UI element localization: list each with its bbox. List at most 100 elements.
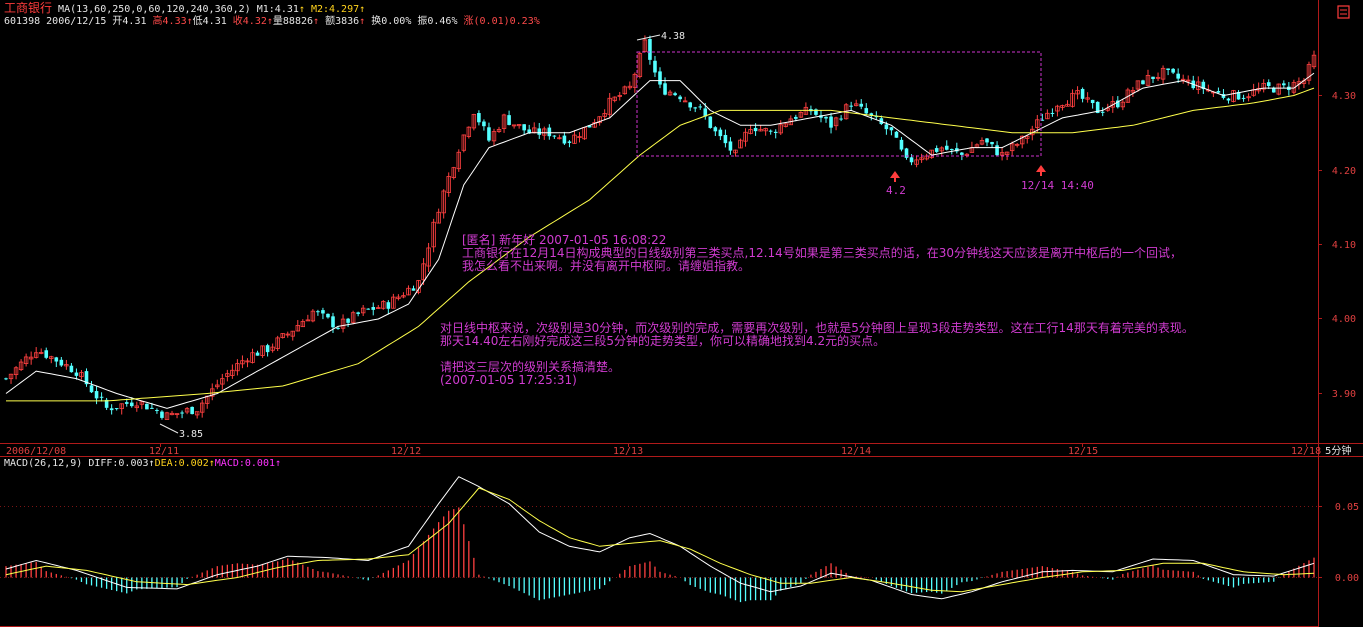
- candle-body: [1271, 87, 1276, 93]
- candle-body: [1241, 97, 1246, 99]
- candle-body: [150, 407, 154, 409]
- candle-body: [577, 136, 582, 138]
- reply-line: 那天14.40左右刚好完成这三段5分钟的走势类型，你可以精确地找到4.2元的买点…: [440, 334, 886, 348]
- candle-body: [839, 118, 843, 120]
- candle-body: [1035, 119, 1040, 128]
- candle-body: [532, 127, 537, 133]
- candle-body: [1075, 90, 1080, 95]
- candle-body: [240, 360, 245, 365]
- up-arrow-icon: ↑: [186, 16, 193, 27]
- date-tick: 12/11: [149, 446, 179, 457]
- candle-body: [758, 128, 763, 132]
- candle-body: [426, 247, 431, 267]
- price-tick: 4.10: [1332, 240, 1356, 251]
- candle-body: [904, 148, 909, 158]
- zhongshu-box: [636, 51, 1042, 157]
- candle-body: [572, 134, 577, 144]
- candle-body: [33, 352, 39, 358]
- candle-body: [491, 131, 497, 142]
- candle-body: [260, 345, 265, 356]
- candle-body: [371, 307, 376, 310]
- candle-body: [1166, 68, 1170, 70]
- candle-body: [909, 157, 914, 163]
- candle-body: [431, 221, 436, 248]
- candle-body: [164, 412, 170, 420]
- candle-body: [340, 318, 346, 329]
- candle-body: [783, 123, 788, 127]
- macd-value: MACD:0.001: [214, 458, 275, 469]
- candle-body: [1009, 143, 1015, 152]
- stock-name[interactable]: 工商银行: [4, 1, 53, 15]
- candle-body: [160, 411, 164, 418]
- candle-body: [1095, 101, 1100, 114]
- candle-body: [295, 325, 300, 332]
- candle-body: [1176, 73, 1180, 79]
- candle-body: [331, 316, 335, 328]
- change-value: (0.01): [473, 16, 510, 27]
- candle-body: [13, 367, 19, 376]
- date-tick: 12/18: [1291, 446, 1321, 457]
- candle-body: [934, 148, 939, 152]
- candle-body: [1065, 103, 1070, 107]
- candle-body: [381, 301, 386, 309]
- candle-body: [1231, 90, 1236, 102]
- candle-body: [1055, 105, 1060, 112]
- candle-body: [537, 128, 542, 135]
- candle-body: [250, 352, 255, 363]
- candle-body: [285, 333, 290, 336]
- candle-body: [1155, 76, 1161, 79]
- candle-body: [688, 102, 692, 108]
- candle-body: [829, 116, 833, 128]
- candle-body: [778, 124, 783, 134]
- candle-body: [1160, 67, 1166, 80]
- candle-body: [74, 372, 79, 376]
- candle-body: [899, 139, 904, 150]
- m2-value: M2:4.297: [310, 4, 360, 15]
- panel-options-icon[interactable]: [1337, 5, 1350, 19]
- diff-value: DIFF:0.003: [88, 458, 149, 469]
- candle-body: [94, 391, 99, 399]
- candle-body: [1060, 105, 1065, 108]
- candle-body: [386, 302, 391, 309]
- indicator-header: 工商银行 MA(13,60,250,0,60,120,240,360,2) M1…: [4, 2, 365, 16]
- candle-body: [849, 105, 853, 107]
- candle-body: [482, 121, 486, 127]
- candle-body: [366, 308, 371, 310]
- candle-body: [28, 356, 34, 360]
- candle-body: [280, 333, 285, 338]
- candle-body: [199, 402, 205, 413]
- candle-body: [265, 345, 270, 353]
- candle-body: [723, 134, 728, 144]
- candle-body: [824, 116, 828, 119]
- candle-body: [180, 412, 184, 414]
- candle-body: [794, 116, 798, 119]
- candle-body: [245, 360, 250, 363]
- up-arrow-icon: ↑: [359, 4, 366, 15]
- candle-body: [798, 112, 804, 118]
- candle-body: [552, 135, 557, 137]
- candle-body: [436, 211, 441, 224]
- candle-body: [1282, 83, 1286, 86]
- candle-body: [1020, 135, 1025, 145]
- close-price: 收4.32: [232, 16, 267, 27]
- diff-line: [5, 476, 1315, 600]
- candle-body: [617, 95, 622, 97]
- date-tick: 2006/12/08: [6, 446, 66, 457]
- candle-body: [648, 39, 652, 60]
- candle-body: [597, 116, 602, 124]
- quote-date: 2006/12/15: [46, 16, 107, 27]
- candle-body: [985, 138, 989, 143]
- m1-value: M1:4.31: [256, 4, 299, 15]
- candle-body: [1236, 91, 1241, 100]
- buy-price-label: 4.2: [886, 184, 906, 197]
- up-arrow-icon: ↑: [359, 16, 366, 27]
- candle-body: [733, 149, 738, 154]
- candle-body: [607, 97, 612, 115]
- candle-body: [4, 378, 8, 380]
- dea-line: [5, 487, 1315, 593]
- candle-body: [1105, 107, 1110, 111]
- candle-body: [1045, 112, 1050, 120]
- candle-body: [1135, 80, 1141, 90]
- candle-body: [275, 337, 280, 349]
- low-label: 3.85: [179, 429, 203, 440]
